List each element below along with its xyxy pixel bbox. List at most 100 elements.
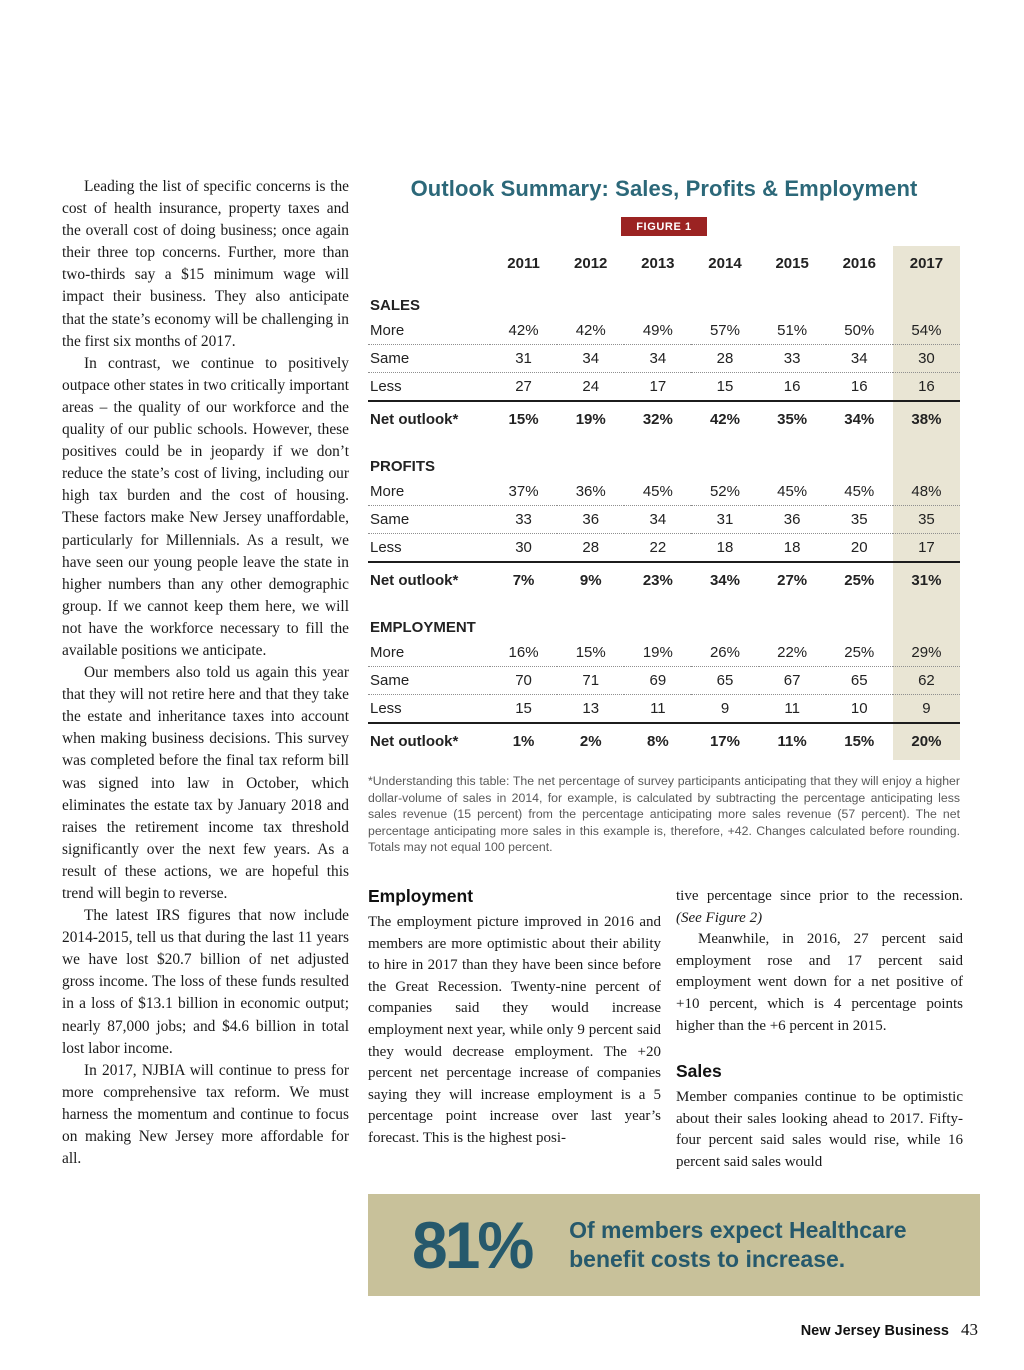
table-cell: 22% (758, 639, 826, 667)
table-cell: 34 (624, 505, 692, 534)
table-cell: 34% (844, 411, 875, 428)
table-cell: 34 (825, 344, 893, 373)
article-paragraph: Leading the list of specific concerns is… (62, 178, 349, 350)
table-cell: 22 (624, 533, 692, 563)
table-cell: 11 (624, 694, 692, 724)
table-cell (557, 277, 624, 317)
table-cell: 35 (892, 505, 960, 534)
table-cell: 2% (579, 733, 602, 750)
section-header: SALES (370, 297, 421, 314)
table-cell (892, 277, 960, 317)
table-cell (759, 599, 826, 639)
table-row: Less 27 24 17 15 16 16 16 (368, 372, 960, 402)
table-cell: 9 (892, 694, 960, 724)
table-cell: 30 (490, 533, 558, 563)
table-cell: 52% (691, 478, 759, 506)
table-cell (826, 599, 893, 639)
employment-paragraph-2: Meanwhile, in 2016, 27 percent said empl… (676, 931, 963, 1034)
row-label: Same (368, 666, 490, 695)
table-cell: 45% (624, 478, 692, 506)
table-cell: 11% (777, 733, 807, 750)
table-cell: 20% (892, 723, 960, 760)
employment-body: The employment picture improved in 2016 … (368, 914, 661, 1146)
table-cell: 70 (490, 666, 558, 695)
table-cell: 36% (557, 478, 625, 506)
table-cell (759, 438, 826, 478)
table-cell: 67 (758, 666, 826, 695)
table-row: Net outlook* 1% 2% 8% 17% 11% 15% 20% (368, 723, 960, 760)
page-number: 43 (961, 1320, 978, 1339)
table-cell (759, 277, 826, 317)
table-cell: 2012 (574, 255, 608, 272)
table-cell: 19% (575, 411, 606, 428)
table-row: 2011 2012 2013 2014 2015 2016 2017 (368, 246, 960, 277)
table-cell: 16 (825, 372, 893, 402)
article-paragraph: The latest IRS figures that now include … (62, 907, 349, 1057)
article-paragraph: In contrast, we continue to positively o… (62, 354, 349, 659)
figure-title: Outlook Summary: Sales, Profits & Employ… (410, 176, 918, 201)
healthcare-stat-banner: 81% Of members expect Healthcare benefit… (368, 1194, 980, 1296)
table-cell: 23% (642, 572, 673, 589)
table-cell: 2013 (641, 255, 675, 272)
table-cell: 15 (691, 372, 759, 402)
table-cell: 45% (758, 478, 826, 506)
employment-heading: Employment (368, 886, 474, 906)
article-paragraph: Our members also told us again this year… (62, 664, 349, 902)
article-paragraph: In 2017, NJBIA will continue to press fo… (62, 1061, 349, 1168)
table-cell: 15% (508, 411, 539, 428)
table-cell (490, 277, 557, 317)
table-cell: 29% (892, 639, 960, 667)
row-label: Less (368, 533, 490, 563)
table-row: SALES (368, 277, 960, 317)
table-cell: 15% (844, 733, 875, 750)
table-cell: 13 (557, 694, 625, 724)
table-cell (557, 599, 624, 639)
table-row: Less 15 13 11 9 11 10 9 (368, 694, 960, 724)
employment-column: Employment The employment picture improv… (368, 886, 661, 1150)
table-cell: 19% (624, 639, 692, 667)
table-cell: 10 (825, 694, 893, 724)
table-cell: 35 (825, 505, 893, 534)
table-row: Same 31 34 34 28 33 34 30 (368, 344, 960, 373)
table-cell (490, 599, 557, 639)
table-cell (892, 599, 960, 639)
table-cell (624, 277, 691, 317)
table-row: More 16% 15% 19% 26% 22% 25% 29% (368, 639, 960, 667)
table-cell (490, 438, 557, 478)
table-cell (826, 277, 893, 317)
table-cell: 26% (691, 639, 759, 667)
table-cell: 2015 (775, 255, 809, 272)
table-cell: 51% (758, 317, 826, 345)
table-cell: 27% (777, 572, 808, 589)
table-cell: 42% (709, 411, 740, 428)
table-cell: 11 (758, 694, 826, 724)
table-row: More 37% 36% 45% 52% 45% 45% 48% (368, 478, 960, 506)
table-cell: 54% (892, 317, 960, 345)
table-cell: 37% (490, 478, 558, 506)
table-cell: 42% (557, 317, 625, 345)
table-cell: 17% (709, 733, 740, 750)
section-header: EMPLOYMENT (370, 619, 476, 636)
table-cell: 69 (624, 666, 692, 695)
table-cell: 7% (512, 572, 535, 589)
table-cell: 25% (825, 639, 893, 667)
row-label: Less (368, 372, 490, 402)
table-cell: 34 (557, 344, 625, 373)
table-cell: 34% (709, 572, 740, 589)
table-row: Same 70 71 69 65 67 65 62 (368, 666, 960, 695)
continuation-text: tive percentage since prior to the reces… (676, 888, 963, 904)
table-cell: 28 (557, 533, 625, 563)
table-cell (557, 438, 624, 478)
table-cell: 32% (642, 411, 673, 428)
table-cell: 65 (691, 666, 759, 695)
page-footer: New Jersey Business 43 (801, 1320, 978, 1340)
see-figure-reference: (See Figure 2) (676, 909, 763, 926)
table-row: More 42% 42% 49% 57% 51% 50% 54% (368, 317, 960, 345)
table-cell: 18 (758, 533, 826, 563)
table-cell (826, 438, 893, 478)
table-cell: 33 (490, 505, 558, 534)
table-cell: 18 (691, 533, 759, 563)
table-cell: 42% (490, 317, 558, 345)
table-cell (624, 438, 691, 478)
